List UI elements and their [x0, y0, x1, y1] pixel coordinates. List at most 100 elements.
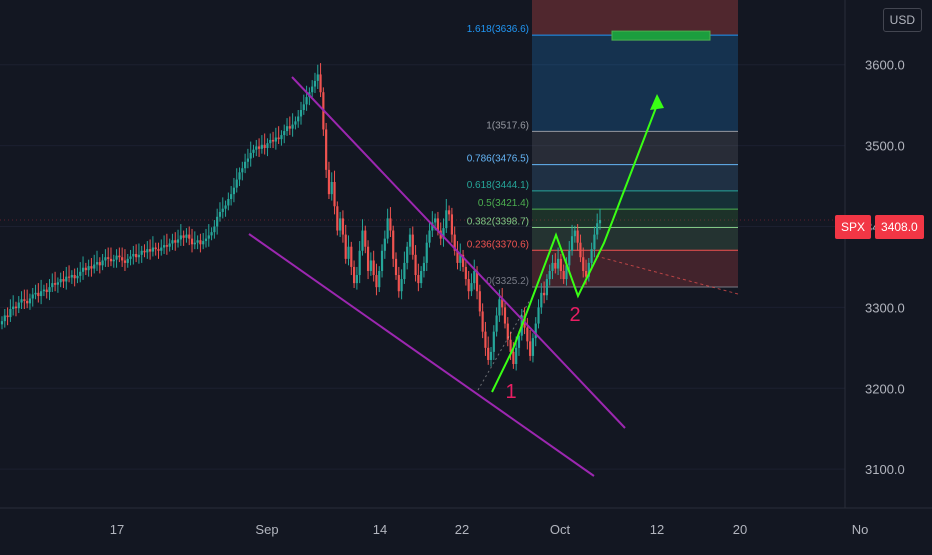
candle-body — [87, 266, 90, 271]
candle-body — [372, 260, 375, 276]
x-tick-label: 22 — [455, 522, 469, 537]
candle-body — [171, 240, 174, 244]
candle-body — [218, 211, 222, 217]
candle-body — [501, 299, 504, 308]
candle-body — [383, 238, 386, 251]
candle-body — [98, 262, 101, 266]
candle-body — [531, 338, 535, 356]
candle-body — [339, 218, 342, 231]
candle-body — [598, 220, 602, 224]
candle-body — [123, 260, 127, 263]
fib-level-label: 0.382(3398.7) — [467, 217, 529, 228]
candle-body — [369, 260, 372, 271]
candle-body — [62, 279, 65, 282]
candle-body — [593, 234, 596, 250]
channel-lower-line — [248, 233, 595, 477]
fib-zone — [532, 35, 738, 132]
candles — [0, 63, 602, 371]
fib-level-label: 0.786(3476.5) — [467, 154, 529, 165]
candle-body — [537, 307, 540, 324]
candle-body — [579, 242, 582, 258]
candle-body — [461, 254, 465, 267]
currency-selector[interactable]: USD — [882, 8, 922, 32]
candle-body — [230, 194, 233, 199]
candle-body — [442, 228, 445, 239]
candle-body — [20, 299, 23, 303]
y-tick-label: 3200.0 — [865, 381, 905, 396]
fib-level-label: 1(3517.6) — [486, 120, 529, 131]
grid-layer — [0, 64, 845, 470]
channel-upper-line — [291, 76, 626, 429]
fib-zone — [532, 209, 738, 228]
candle-body — [95, 262, 99, 265]
x-axis-bg — [0, 508, 932, 550]
candle-body — [341, 218, 345, 235]
candle-body — [408, 234, 412, 247]
candle-body — [347, 246, 350, 259]
candle-body — [352, 266, 356, 284]
candle-body — [162, 245, 166, 248]
candle-body — [291, 124, 294, 129]
candle-body — [31, 294, 34, 299]
candle-body — [115, 255, 118, 260]
candle-body — [434, 218, 437, 223]
drawings[interactable]: 12 — [0, 76, 845, 477]
candle-body — [515, 347, 518, 365]
candle-body — [517, 335, 521, 348]
candle-body — [249, 152, 252, 159]
candle-body — [436, 218, 440, 231]
candle-body — [238, 172, 241, 180]
candle-body — [179, 235, 182, 240]
candle-body — [313, 80, 317, 87]
candle-body — [37, 292, 40, 297]
candle-body — [246, 158, 250, 162]
candle-body — [23, 299, 26, 301]
candle-body — [299, 110, 303, 117]
candle-body — [596, 223, 599, 235]
candle-body — [378, 270, 381, 288]
candle-body — [235, 179, 238, 188]
candle-body — [294, 121, 297, 125]
fib-zone — [532, 131, 738, 165]
candle-body — [176, 239, 180, 243]
candle-body — [76, 275, 79, 279]
candle-body — [185, 234, 188, 238]
y-axis-bg — [845, 0, 932, 550]
candle-body — [554, 262, 557, 269]
candle-body — [498, 299, 501, 316]
x-tick-label: 20 — [733, 522, 747, 537]
fibonacci-retracement[interactable]: 1.618(3636.6) 1(3517.6) 0.786(3476.5) 0.618… — [467, 0, 738, 288]
candle-body — [420, 270, 423, 284]
x-tick-label: 12 — [650, 522, 664, 537]
candle-body — [93, 264, 96, 269]
candle-body — [12, 306, 15, 310]
candle-body — [271, 139, 275, 142]
candle-body — [350, 246, 353, 267]
candle-body — [475, 270, 479, 292]
candle-body — [526, 327, 529, 342]
candle-body — [319, 74, 322, 93]
candle-body — [336, 206, 339, 231]
candle-body — [143, 250, 146, 253]
candle-body — [140, 250, 143, 255]
y-tick-label: 3300.0 — [865, 300, 905, 315]
candle-body — [48, 287, 51, 293]
candle-body — [543, 292, 546, 296]
candle-body — [431, 222, 434, 231]
fib-level-label: 0(3325.2) — [486, 276, 529, 287]
x-axis[interactable]: 17 Sep 14 22 Oct 12 20 No — [0, 507, 932, 550]
candle-body — [224, 205, 227, 209]
candle-body — [358, 250, 361, 276]
candle-body — [216, 216, 219, 227]
candle-body — [101, 260, 104, 266]
candle-body — [51, 283, 54, 288]
candle-body — [196, 240, 199, 243]
candle-body — [9, 309, 12, 318]
candle-body — [582, 257, 585, 271]
candle-body — [193, 242, 196, 245]
candle-body — [199, 240, 202, 245]
x-tick-label: 17 — [110, 522, 124, 537]
